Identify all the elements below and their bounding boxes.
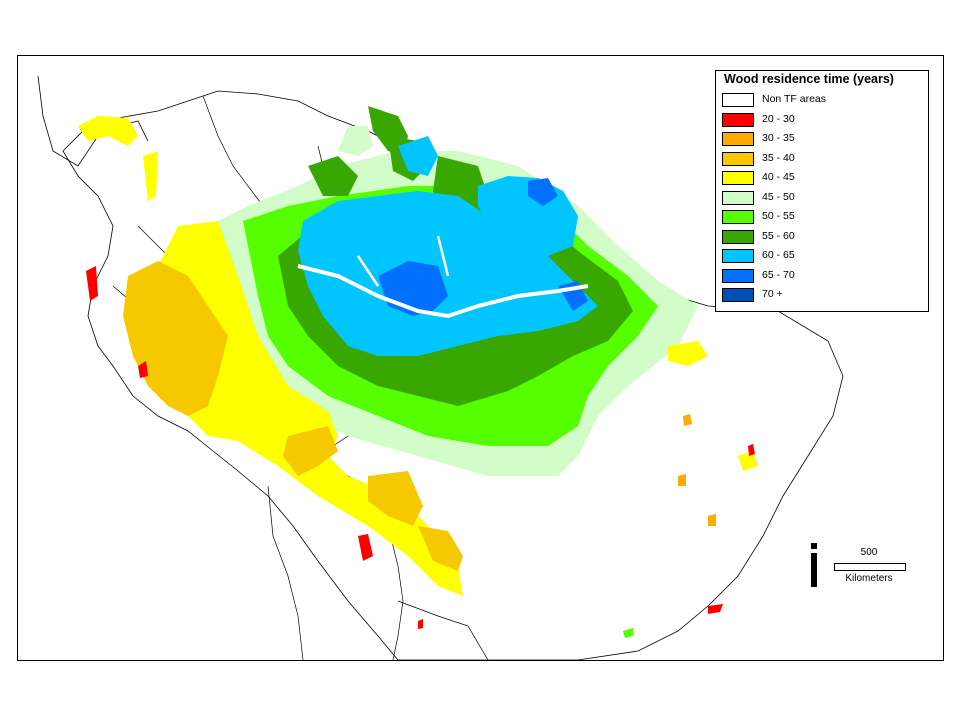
legend-label: 60 - 65 <box>762 249 795 261</box>
legend-title: Wood residence time (years) <box>724 72 894 86</box>
legend-label: 65 - 70 <box>762 268 795 281</box>
legend-swatch <box>722 268 754 283</box>
legend-label: 50 - 55 <box>762 210 795 222</box>
legend-swatch <box>722 171 754 185</box>
map-frame: Wood residence time (years) Non TF areas… <box>17 55 944 661</box>
legend-label: 35 - 40 <box>762 151 795 164</box>
legend-swatch <box>722 112 754 127</box>
legend-swatch <box>722 249 754 263</box>
legend-label: 20 - 30 <box>762 112 795 125</box>
map-canvas <box>37 75 844 660</box>
amazon-river <box>297 264 589 319</box>
legend-swatch <box>722 151 754 166</box>
legend-swatch <box>722 93 754 107</box>
legend-label: 55 - 60 <box>762 229 795 242</box>
legend-swatch <box>722 229 754 244</box>
scale-bar-value: 500 <box>860 547 878 558</box>
legend-swatch <box>722 190 754 205</box>
legend-label: 40 - 45 <box>762 171 795 183</box>
red-patch <box>86 266 98 301</box>
scale-bar: 500 Kilometers <box>830 545 908 585</box>
legend-swatch <box>722 288 754 302</box>
north-arrow-icon <box>808 543 820 588</box>
legend-label: 30 - 35 <box>762 132 795 144</box>
zone-35-40 <box>123 261 228 416</box>
legend-label: Non TF areas <box>762 93 826 105</box>
legend-swatch <box>722 132 754 146</box>
legend-label: 45 - 50 <box>762 190 795 203</box>
legend-label: 70 + <box>762 288 783 300</box>
scale-bar-line <box>834 563 906 571</box>
scale-bar-unit: Kilometers <box>845 573 893 584</box>
legend-swatch <box>722 210 754 224</box>
map-legend: Wood residence time (years) Non TF areas… <box>715 70 929 312</box>
central-america-outline <box>37 75 149 167</box>
